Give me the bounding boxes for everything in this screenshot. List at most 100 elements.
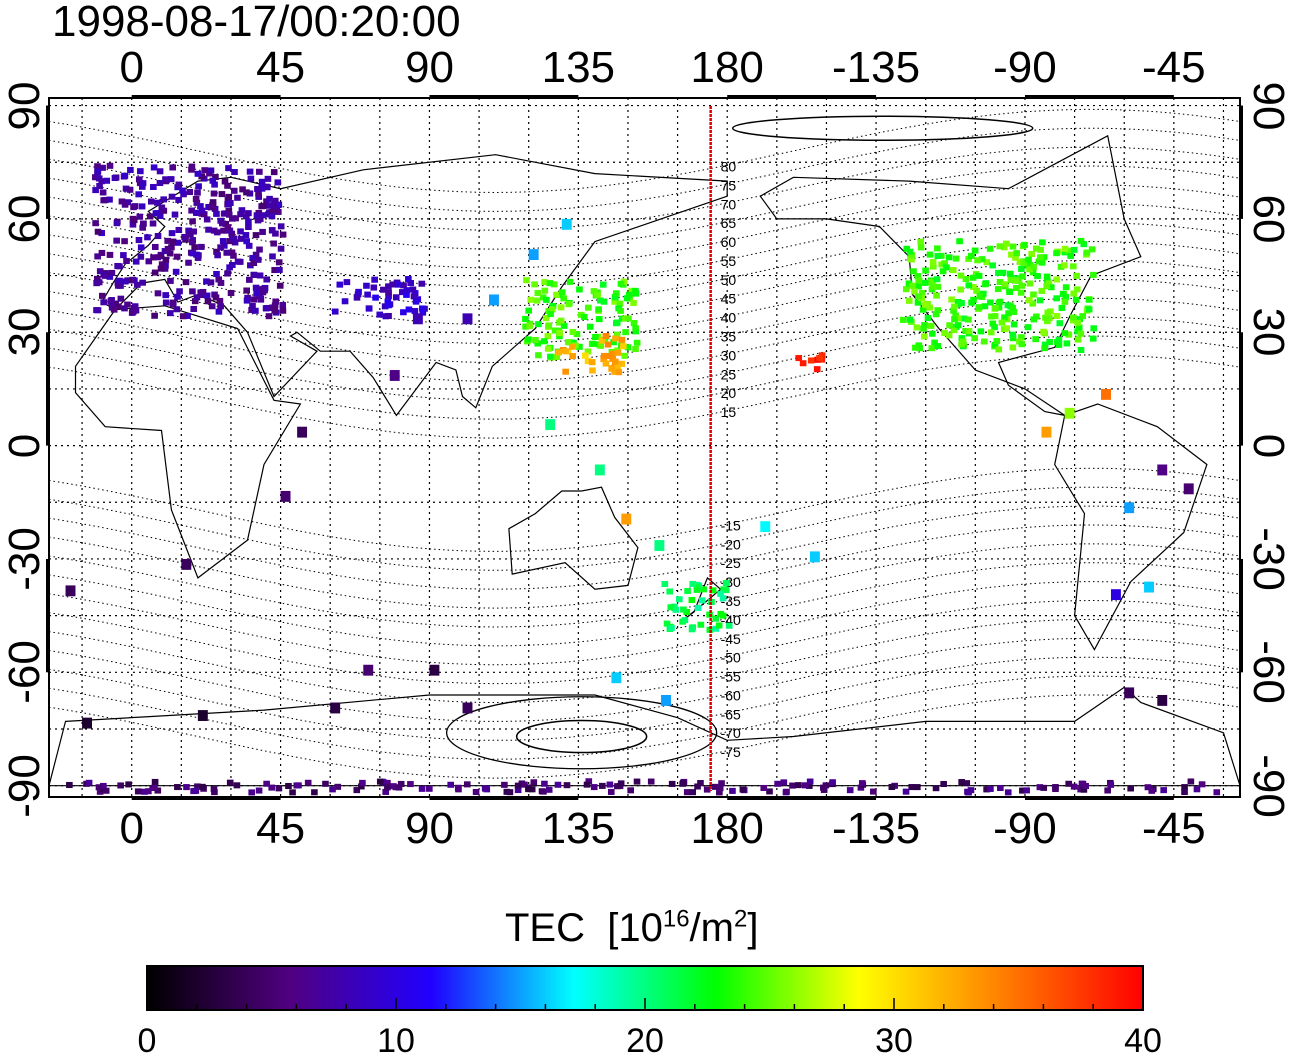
- tec-cell: [934, 343, 942, 350]
- tec-cell: [958, 300, 965, 307]
- magnetic-latitude-label: -45: [721, 631, 741, 647]
- colorbar-tick-label: 20: [626, 1022, 664, 1060]
- tec-cell: [245, 210, 252, 217]
- tec-cell: [807, 357, 815, 364]
- tec-cell: [205, 226, 212, 233]
- frame-tick-bar: [429, 95, 579, 99]
- tec-cell: [275, 259, 283, 266]
- tec-cell: [243, 189, 250, 196]
- tec-cell: [611, 672, 622, 684]
- tec-cell: [1061, 330, 1069, 337]
- tec-cell: [569, 328, 577, 335]
- magnetic-latitude-contour: [48, 467, 1241, 552]
- tec-cell: [162, 299, 170, 306]
- tec-cell: [1038, 287, 1046, 294]
- tec-cell: [483, 786, 491, 793]
- tec-cell: [285, 782, 292, 790]
- tec-cell: [610, 339, 617, 346]
- tec-cell: [1012, 254, 1019, 261]
- tec-cell: [566, 278, 574, 285]
- tec-cell: [795, 782, 802, 789]
- tec-cell: [560, 295, 568, 302]
- tec-cell: [385, 283, 392, 290]
- tec-cell: [995, 269, 1002, 276]
- tec-cell: [1083, 249, 1091, 256]
- tec-cell: [215, 308, 223, 315]
- tec-cell: [1144, 581, 1154, 593]
- tec-cell: [560, 322, 568, 329]
- tec-cell: [858, 780, 866, 787]
- tec-cell: [1144, 784, 1152, 791]
- tec-cell: [418, 280, 426, 287]
- magnetic-latitude-label: -65: [721, 706, 741, 722]
- tec-cell: [233, 782, 241, 789]
- tec-cell: [1041, 345, 1048, 352]
- tec-cell: [987, 785, 994, 792]
- tec-cell: [915, 293, 922, 300]
- tec-cell: [160, 207, 168, 214]
- tec-cell: [534, 289, 542, 297]
- tec-cell: [140, 220, 147, 227]
- tec-cell: [82, 717, 93, 729]
- tec-cell: [955, 315, 962, 322]
- tec-cell: [197, 203, 204, 210]
- tec-cell: [1026, 280, 1034, 287]
- bottom-longitude-label: -135: [832, 804, 921, 853]
- tec-cell: [932, 785, 940, 792]
- tec-cell: [799, 360, 807, 367]
- tec-cell: [1077, 346, 1085, 353]
- tec-cell: [661, 580, 669, 588]
- tec-cell: [929, 263, 937, 270]
- magnetic-latitude-label: -75: [721, 744, 741, 760]
- tec-cell: [1010, 321, 1018, 328]
- tec-cell: [547, 353, 554, 360]
- tec-cell: [563, 782, 571, 789]
- tec-cell: [918, 289, 926, 296]
- tec-cell: [130, 304, 138, 312]
- tec-cell: [945, 332, 953, 339]
- tec-cell: [209, 199, 217, 206]
- tec-cell: [168, 230, 176, 237]
- tec-cell: [247, 262, 254, 269]
- tec-cell: [992, 305, 999, 312]
- tec-cell: [272, 230, 279, 237]
- tec-cell: [158, 204, 166, 211]
- tec-cell: [1127, 785, 1134, 792]
- tec-cell: [385, 302, 392, 309]
- tec-cell: [447, 781, 455, 788]
- tec-cell: [270, 202, 277, 209]
- tec-cell: [1079, 313, 1086, 320]
- tec-cell: [1017, 289, 1025, 296]
- tec-cell: [135, 237, 143, 244]
- tec-cell: [462, 313, 473, 325]
- tec-cell: [1032, 336, 1039, 343]
- tec-cell: [162, 292, 170, 299]
- tec-cell: [999, 269, 1007, 276]
- tec-cell: [534, 340, 542, 347]
- tec-cell: [179, 313, 187, 320]
- tec-cell: [580, 313, 588, 320]
- tec-cell: [712, 615, 720, 622]
- tec-cell: [412, 313, 423, 325]
- tec-cell: [917, 238, 925, 245]
- tec-cell: [250, 259, 258, 267]
- tec-cell: [1009, 243, 1017, 250]
- tec-cell: [672, 606, 680, 613]
- tec-cell: [110, 306, 118, 313]
- tec-cell: [1101, 388, 1111, 400]
- tec-cell: [1063, 340, 1071, 347]
- tec-cell: [98, 249, 106, 256]
- tec-cell: [722, 587, 730, 594]
- tec-cell: [1040, 328, 1047, 335]
- tec-cell: [694, 604, 702, 611]
- tec-cell: [137, 253, 145, 260]
- tec-cell: [518, 780, 526, 787]
- tec-cell: [207, 279, 215, 286]
- colorbar-tick-label: 40: [1124, 1022, 1162, 1060]
- tec-cell: [94, 307, 102, 314]
- tec-cell: [617, 780, 625, 787]
- tec-cell: [259, 228, 266, 235]
- tec-cell: [199, 783, 206, 790]
- tec-cell: [204, 298, 212, 305]
- tec-cell: [611, 293, 619, 300]
